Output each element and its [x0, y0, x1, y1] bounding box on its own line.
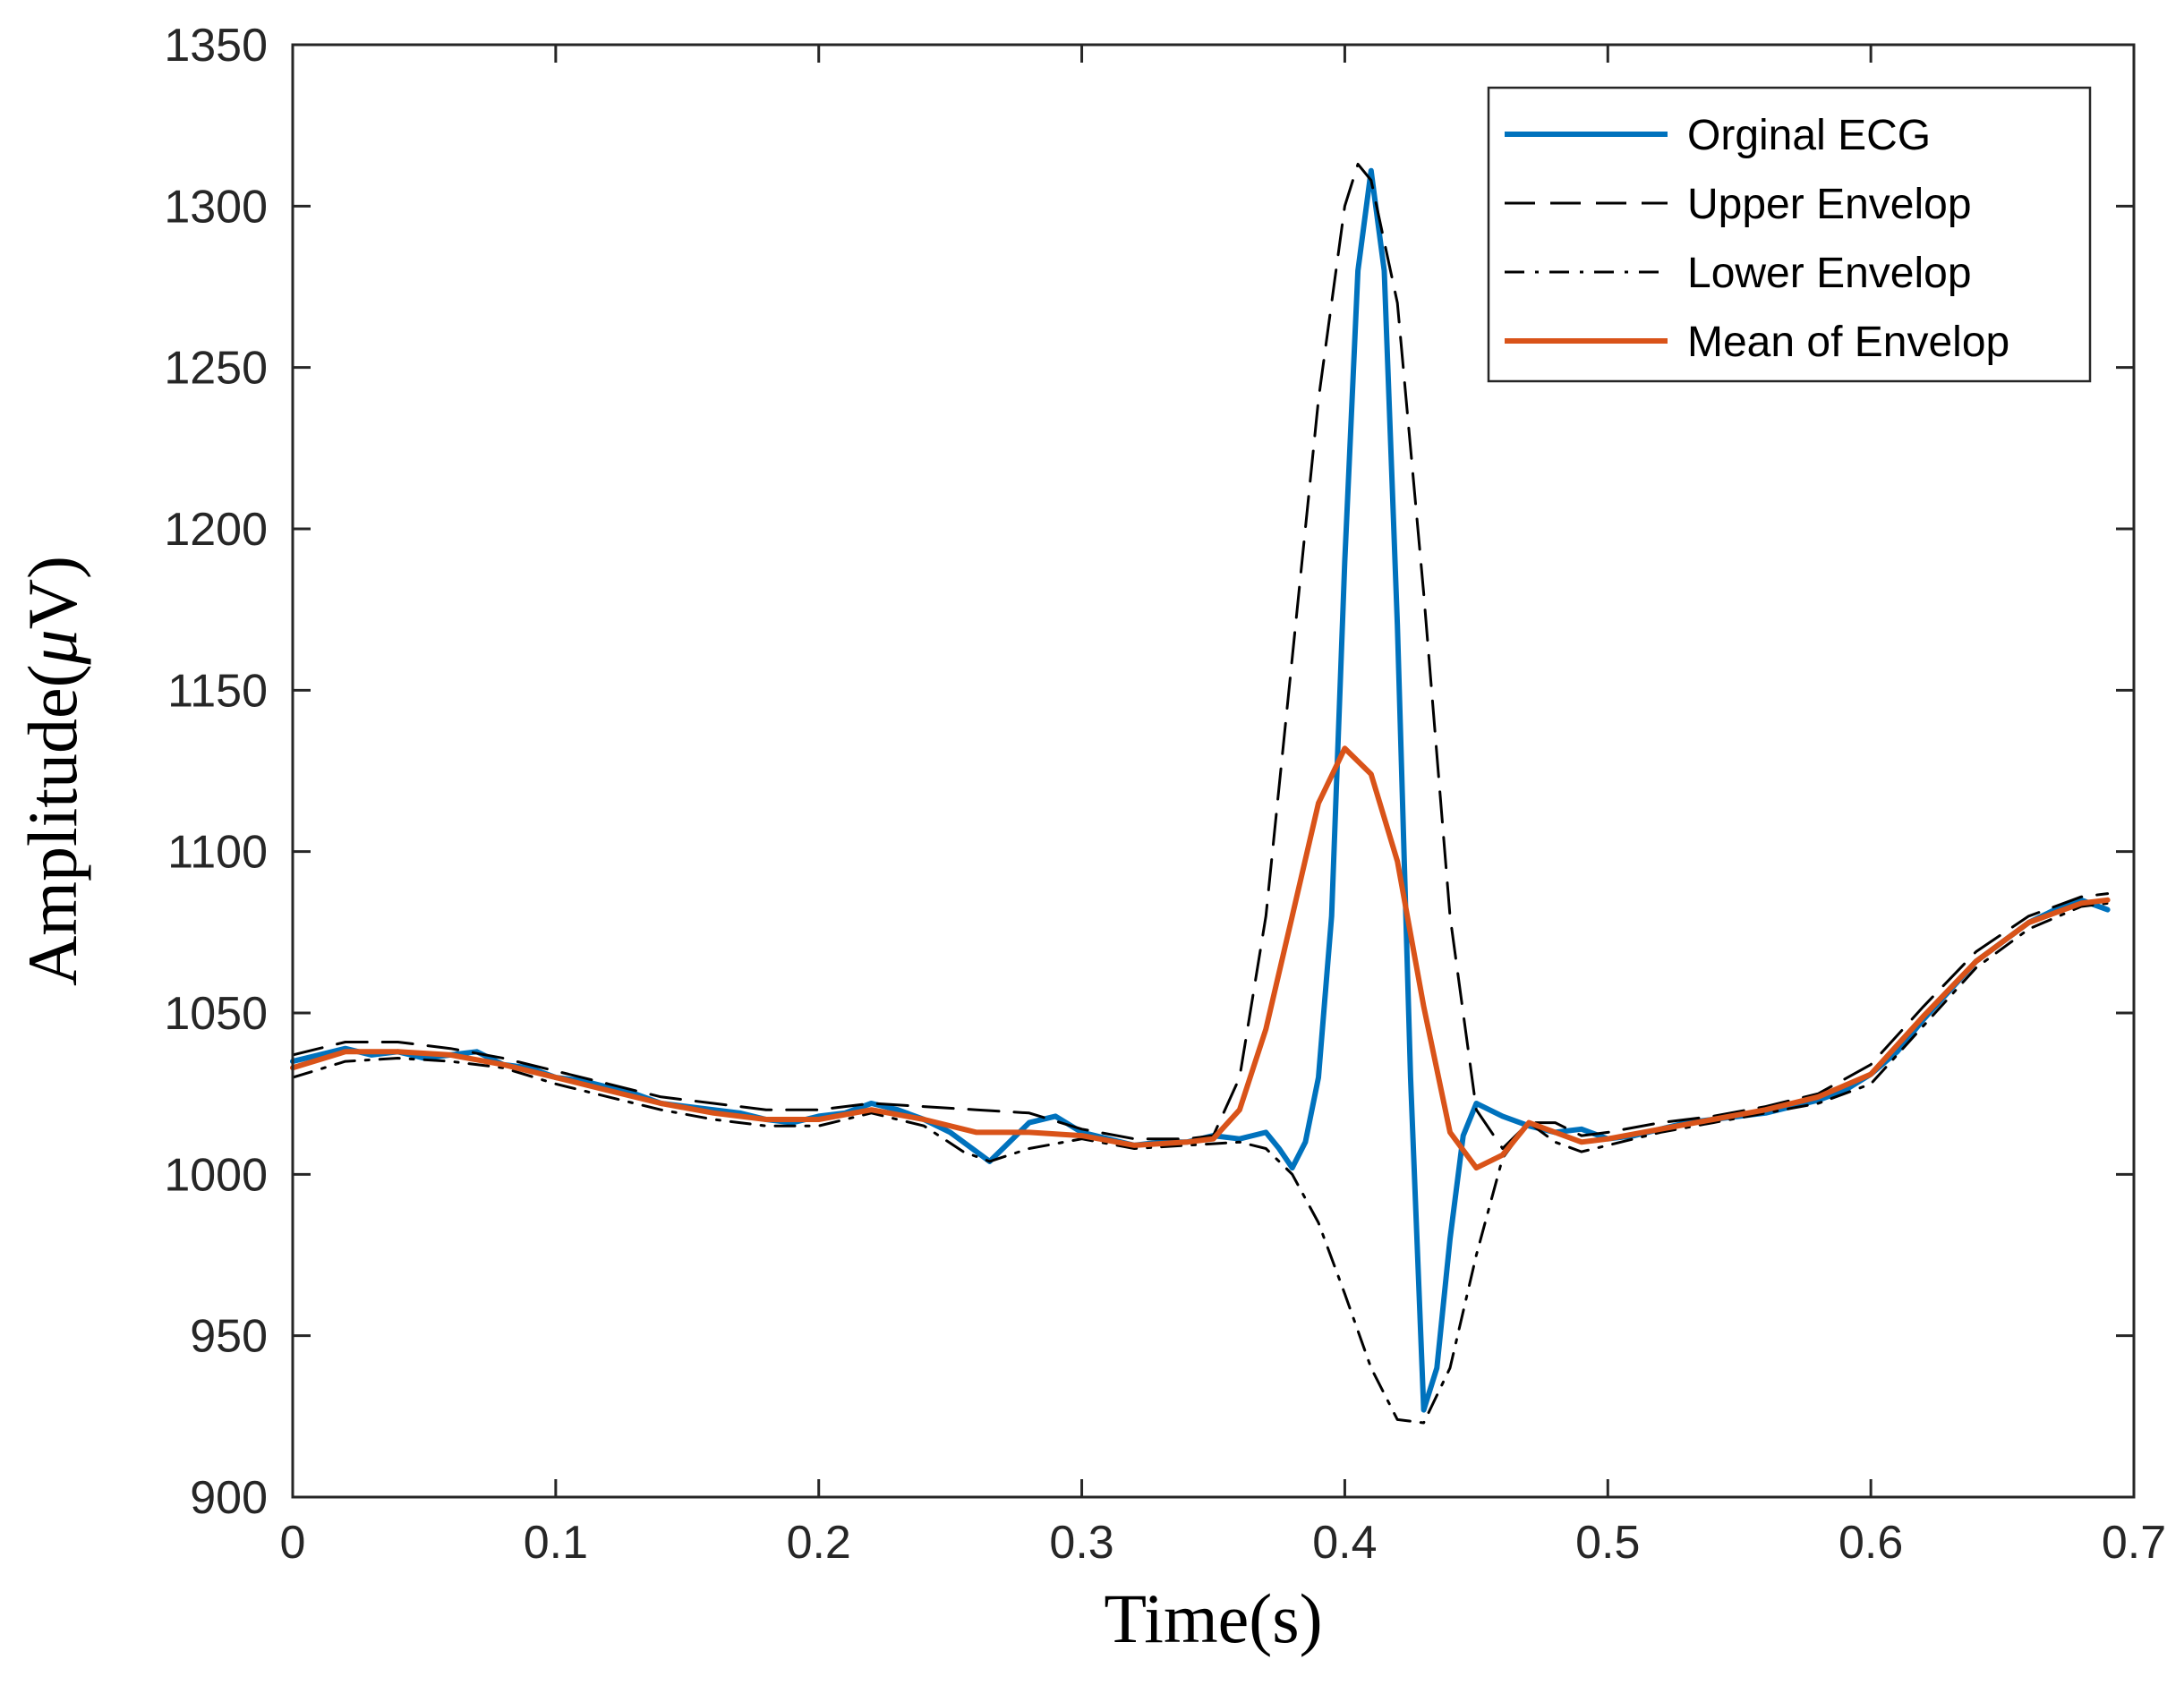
- legend-label-mean-of-envelop: Mean of Envelop: [1687, 319, 2009, 366]
- y-axis-title: Amplitude(μV): [13, 556, 91, 986]
- y-axis-title-suffix: V): [13, 556, 91, 629]
- y-tick-label: 1300: [164, 181, 268, 233]
- series-line-upper-envelop: [291, 162, 2110, 1150]
- x-tick-label: 0: [280, 1517, 306, 1569]
- series-layer: [290, 162, 2111, 1425]
- legend-label-lower-envelop: Lower Envelop: [1687, 250, 1972, 297]
- y-tick-label: 1200: [164, 504, 268, 556]
- ticks-layer: [291, 43, 2136, 1499]
- legend-label-original-ecg: Orginal ECG: [1687, 112, 1931, 159]
- y-tick-label: 900: [190, 1472, 268, 1524]
- y-tick-label: 950: [190, 1311, 268, 1363]
- series-line-mean-of-envelop: [290, 745, 2111, 1171]
- y-tick-label: 1000: [164, 1149, 268, 1201]
- x-axis-title: Time(s): [1104, 1579, 1322, 1657]
- legend: Orginal ECG Upper Envelop Lower Envelop …: [1487, 86, 2092, 383]
- x-tick-label: 0.7: [2102, 1517, 2166, 1569]
- plot-frame: [291, 43, 2136, 1499]
- legend-label-upper-envelop: Upper Envelop: [1687, 181, 1972, 228]
- x-tick-label: 0.4: [1312, 1517, 1377, 1569]
- x-tick-label: 0.1: [524, 1517, 588, 1569]
- y-tick-label: 1100: [167, 827, 268, 879]
- x-tick-labels: 0 0.1 0.2 0.3 0.4 0.5 0.6 0.7: [280, 1517, 2167, 1569]
- y-tick-labels: 900 950 1000 1050 1100 1150 1200 1250 1300 1350: [164, 20, 268, 1524]
- series-line-lower-envelop: [291, 901, 2110, 1425]
- y-tick-label: 1050: [164, 988, 268, 1040]
- x-tick-label: 0.3: [1049, 1517, 1113, 1569]
- x-tick-label: 0.5: [1575, 1517, 1640, 1569]
- y-axis-title-symbol: μ: [13, 629, 91, 665]
- x-tick-label: 0.6: [1838, 1517, 1903, 1569]
- y-tick-label: 1350: [164, 20, 268, 72]
- x-tick-label: 0.2: [787, 1517, 851, 1569]
- y-axis-title-prefix: Amplitude(: [13, 664, 91, 986]
- y-tick-label: 1150: [167, 665, 268, 717]
- series-line-orginal-ecg: [290, 167, 2111, 1413]
- y-tick-label: 1250: [164, 343, 268, 395]
